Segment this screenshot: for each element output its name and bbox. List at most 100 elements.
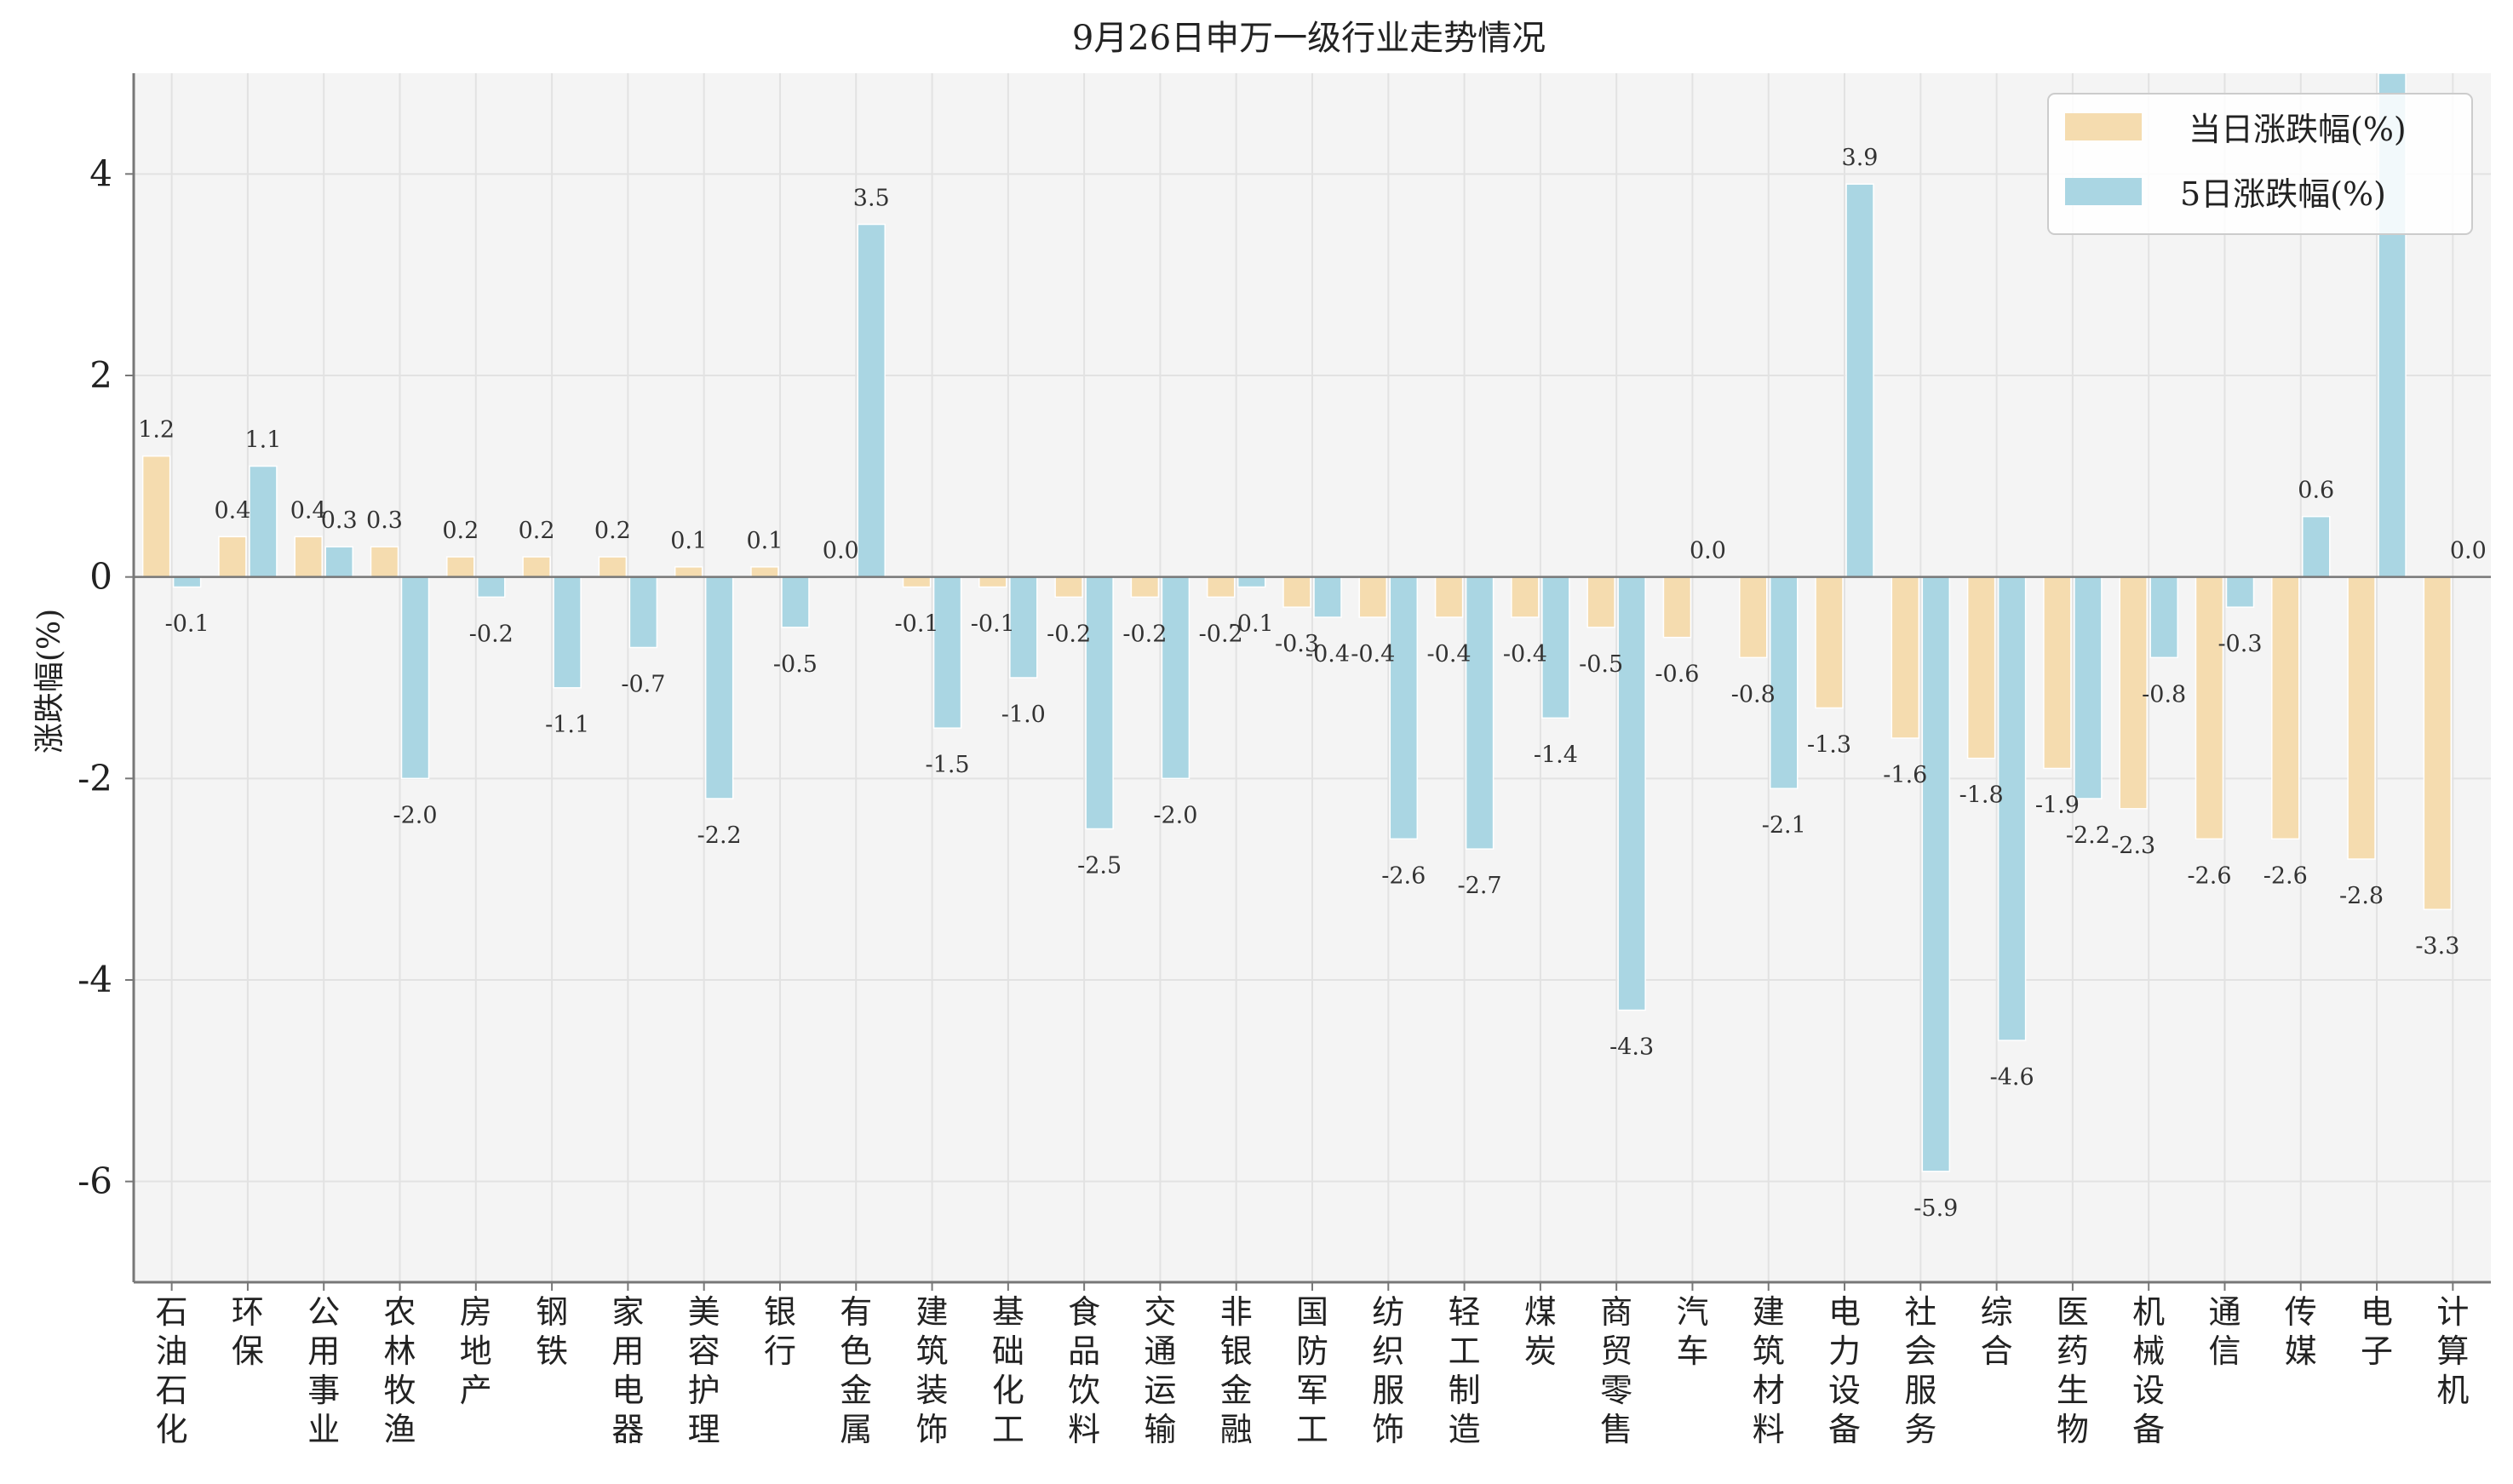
- y-tick-label: -6: [77, 1160, 112, 1202]
- bar-today-28: [2271, 576, 2300, 840]
- bar-today-2: [294, 536, 323, 578]
- data-label: -2.6: [2187, 862, 2231, 889]
- x-tick-label: 石油石化: [156, 1293, 188, 1448]
- x-tick-label: 国防军工: [1296, 1293, 1328, 1448]
- x-tick-label: 轻工制造: [1449, 1293, 1481, 1448]
- data-label: -0.2: [1122, 621, 1167, 647]
- y-tick-label: 4: [89, 152, 112, 194]
- legend: 当日涨跌幅(%) 5日涨跌幅(%): [2047, 93, 2473, 235]
- data-label: 0.3: [321, 507, 358, 534]
- bar-today-8: [750, 566, 779, 578]
- y-tick-label: 2: [89, 354, 112, 396]
- bar-five-day-8: [781, 576, 810, 628]
- data-label: -2.7: [1458, 873, 1502, 899]
- data-label: -0.5: [773, 651, 818, 678]
- chart-title: 9月26日申万一级行业走势情况: [1072, 19, 1546, 58]
- data-label: -0.1: [165, 611, 209, 638]
- gridlines: [134, 73, 2491, 1282]
- bar-today-16: [1358, 576, 1388, 618]
- x-tick-label: 基础化工: [992, 1293, 1024, 1448]
- x-tick-label: 社会服务: [1904, 1293, 1936, 1448]
- data-label: -3.3: [2415, 933, 2459, 960]
- data-label: 0.0: [823, 538, 859, 564]
- data-label: -0.1: [895, 611, 939, 638]
- data-label: 0.1: [746, 528, 783, 554]
- bar-today-5: [522, 556, 551, 578]
- bar-five-day-24: [1997, 576, 2027, 1041]
- bar-today-20: [1662, 576, 1692, 639]
- bar-five-day-5: [553, 576, 582, 689]
- bar-five-day-11: [1009, 576, 1038, 679]
- x-tick-label: 建筑装饰: [916, 1293, 949, 1448]
- bar-five-day-28: [2302, 515, 2331, 578]
- bar-five-day-27: [2225, 576, 2255, 608]
- x-tick-label: 纺织服饰: [1372, 1293, 1404, 1448]
- data-label: -0.7: [621, 672, 665, 698]
- bar-today-12: [1054, 576, 1083, 599]
- data-label: -4.6: [1990, 1064, 2034, 1091]
- x-tick-label: 房地产: [460, 1293, 492, 1409]
- data-label: -2.2: [697, 822, 742, 849]
- bar-five-day-3: [400, 576, 430, 780]
- bar-five-day-9: [857, 223, 886, 578]
- x-tick-label: 汽车: [1676, 1293, 1708, 1370]
- bar-today-6: [598, 556, 628, 578]
- x-tick-label: 计算机: [2436, 1293, 2469, 1409]
- data-label: -0.1: [1230, 611, 1274, 638]
- x-tick-label: 环保: [232, 1293, 264, 1370]
- data-label: 0.0: [1690, 538, 1726, 564]
- data-label: -0.3: [2218, 631, 2262, 657]
- bar-today-11: [978, 576, 1007, 588]
- data-label: 0.4: [214, 497, 250, 524]
- data-label: -2.0: [1153, 802, 1197, 828]
- bar-five-day-26: [2149, 576, 2178, 659]
- x-tick-label: 有色金属: [840, 1293, 872, 1448]
- legend-swatch-today: [2065, 113, 2142, 140]
- x-tick-label: 美容护理: [688, 1293, 720, 1448]
- x-tick-label: 电子: [2361, 1293, 2393, 1370]
- bar-five-day-1: [249, 465, 278, 578]
- x-tick-label: 电力设备: [1828, 1293, 1861, 1448]
- data-label: -5.9: [1913, 1195, 1958, 1222]
- bar-five-day-15: [1313, 576, 1342, 618]
- x-tick-label: 公用事业: [307, 1293, 340, 1448]
- x-tick-labels: 石油石化 环保 公用事业 农林牧渔 房地产 钢铁 家用电器 美容护理 银行 有色金属 建筑装饰 基础化…: [156, 1282, 2469, 1448]
- bar-five-day-22: [1845, 183, 1874, 578]
- data-label: 1.2: [138, 417, 175, 444]
- data-label: -1.1: [545, 712, 589, 738]
- data-label: 0.4: [290, 497, 327, 524]
- data-label: -2.2: [2066, 822, 2110, 849]
- bar-five-day-6: [628, 576, 658, 649]
- x-tick-label: 医药生物: [2057, 1293, 2089, 1448]
- bar-today-10: [902, 576, 932, 588]
- x-tick-label: 家用电器: [611, 1293, 644, 1448]
- x-tick-label: 非银金融: [1220, 1293, 1253, 1448]
- data-label: -1.0: [1001, 702, 1046, 728]
- data-label: -0.1: [971, 611, 1015, 638]
- bar-five-day-19: [1617, 576, 1646, 1011]
- data-label: -2.6: [2263, 862, 2308, 889]
- x-tick-label: 传媒: [2285, 1293, 2317, 1370]
- bar-today-15: [1282, 576, 1311, 608]
- bar-five-day-2: [324, 546, 353, 578]
- x-tick-label: 综合: [1981, 1293, 2013, 1370]
- bar-today-14: [1206, 576, 1236, 599]
- bar-today-25: [2043, 576, 2072, 770]
- data-label: 0.1: [670, 528, 707, 554]
- data-label: -4.3: [1609, 1034, 1654, 1061]
- data-label: -1.6: [1883, 762, 1927, 788]
- data-label: -2.5: [1077, 853, 1122, 880]
- data-label: 3.5: [853, 186, 890, 212]
- data-label: 0.2: [442, 518, 479, 544]
- bar-today-18: [1511, 576, 1540, 618]
- data-label: -0.8: [2142, 681, 2186, 708]
- data-label: 1.1: [244, 427, 281, 454]
- data-label: -0.4: [1503, 641, 1547, 668]
- plot-area: 1.20.4 0.4 0.3 0.2 0.2 0.2 0.1 0.1 0.0-0.1 -0.1 -0…: [77, 72, 2491, 1448]
- data-label: 0.6: [2298, 478, 2334, 504]
- data-label: -0.4: [1427, 641, 1472, 668]
- data-label: -2.3: [2111, 833, 2155, 859]
- x-tick-label: 通信: [2208, 1293, 2240, 1370]
- x-tick-label: 煤炭: [1524, 1293, 1557, 1370]
